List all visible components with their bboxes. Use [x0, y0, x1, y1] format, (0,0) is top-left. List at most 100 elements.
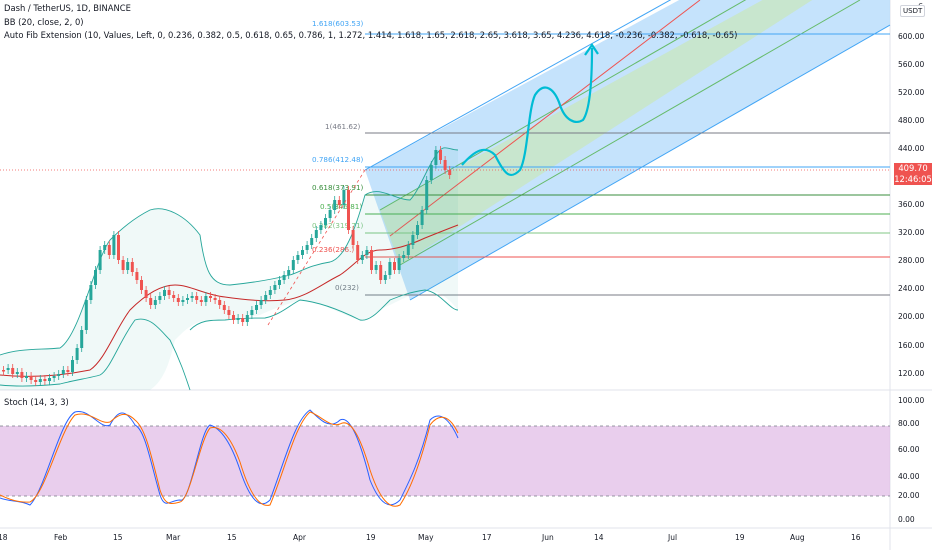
candle-body — [411, 235, 415, 245]
candle-body — [370, 250, 373, 270]
channel-bottom-line — [409, 24, 891, 301]
candle-body — [103, 245, 107, 250]
candle-body — [383, 275, 387, 280]
candle-body — [149, 298, 153, 305]
candle-body — [314, 230, 318, 238]
candle-body — [34, 380, 38, 382]
candle-body — [347, 190, 350, 230]
candle-body — [6, 368, 10, 370]
candle-body — [360, 255, 364, 260]
candlesticks — [2, 146, 452, 386]
time-tick-label: May — [418, 533, 434, 542]
candle-body — [140, 280, 143, 290]
price-tick-label: 120.00 — [898, 369, 925, 378]
candle-body — [356, 245, 360, 260]
candle-body — [25, 376, 28, 378]
candle-body — [282, 275, 286, 280]
stoch-tick-label: 40.00 — [898, 472, 920, 481]
candle-body — [89, 285, 93, 300]
candle-body — [416, 225, 419, 235]
stoch-indicator-label[interactable]: Stoch (14, 3, 3) — [4, 397, 69, 407]
time-tick-label: 14 — [594, 533, 604, 542]
current-price-tag: 409.70 12:46:05 — [894, 163, 932, 185]
candle-body — [227, 310, 231, 315]
price-tick-label: 440.00 — [898, 144, 925, 153]
candle-body — [245, 315, 249, 322]
candle-body — [29, 376, 33, 380]
time-tick-label: 16 — [851, 533, 861, 542]
candle-body — [2, 370, 5, 372]
candle-body — [121, 260, 125, 270]
candle-body — [172, 295, 176, 298]
candle-body — [342, 190, 346, 205]
candle-body — [429, 165, 433, 180]
candle-body — [107, 245, 111, 255]
currency-badge[interactable]: USDT — [900, 5, 926, 17]
candle-body — [365, 250, 369, 255]
price-tick-label: 160.00 — [898, 341, 925, 350]
candle-body — [176, 298, 180, 302]
fib-level-label: 0.382(319.71) — [312, 221, 364, 230]
candle-body — [112, 235, 116, 255]
candle-body — [181, 300, 185, 302]
candle-body — [199, 300, 203, 302]
candle-body — [255, 305, 258, 310]
time-tick-label: 15 — [113, 533, 123, 542]
price-tick-label: 320.00 — [898, 228, 925, 237]
candle-body — [393, 262, 396, 270]
candle-body — [402, 255, 406, 258]
candle-body — [195, 296, 199, 300]
candle-body — [38, 379, 42, 382]
fib-trend-line — [267, 169, 366, 326]
candle-body — [319, 225, 323, 230]
candle-body — [236, 318, 240, 320]
candle-body — [241, 318, 245, 322]
stoch-d-line — [0, 411, 459, 507]
candle-body — [278, 280, 281, 285]
candle-body — [204, 296, 208, 302]
candle-body — [15, 372, 19, 374]
candle-body — [80, 330, 84, 348]
candle-body — [268, 290, 272, 295]
candle-body — [126, 262, 130, 270]
candle-body — [209, 296, 212, 298]
candle-body — [420, 210, 424, 225]
time-tick-label: Aug — [790, 533, 805, 542]
stoch-tick-label: 20.00 — [898, 491, 920, 500]
fib-level-label: 0.786(412.48) — [312, 155, 364, 164]
fib-level-label: 0.5(346.81) — [320, 202, 362, 211]
candle-body — [43, 379, 47, 381]
stoch-tick-label: 0.00 — [898, 515, 915, 524]
candle-body — [11, 368, 15, 374]
bb-indicator-label[interactable]: BB (20, close, 2, 0) — [4, 17, 84, 27]
fib-level-label: 0.236(286.) — [312, 245, 354, 254]
candle-body — [273, 285, 277, 290]
candle-body — [213, 298, 217, 300]
fib-indicator-label[interactable]: Auto Fib Extension (10, Values, Left, 0,… — [4, 30, 738, 40]
candle-body — [94, 270, 97, 285]
candle-body — [305, 245, 309, 250]
time-tick-label: Jul — [668, 533, 678, 542]
time-tick-label: 17 — [482, 533, 492, 542]
time-tick-label: 18 — [0, 533, 8, 542]
time-tick-label: Mar — [166, 533, 181, 542]
price-tick-label: 360.00 — [898, 200, 925, 209]
candle-body — [130, 262, 134, 272]
candle-body — [324, 218, 327, 225]
candle-body — [163, 290, 166, 296]
bb-lower-band — [0, 289, 459, 391]
candle-body — [443, 160, 447, 170]
stoch-tick-label: 100.00 — [898, 396, 925, 405]
candle-body — [337, 200, 341, 205]
candle-body — [328, 210, 332, 218]
candle-body — [264, 295, 268, 300]
fib-level-label: 0.618(373.91) — [312, 183, 364, 192]
candle-body — [48, 378, 51, 381]
symbol-title: Dash / TetherUS, 1D, BINANCE — [4, 3, 131, 13]
channel-median-line — [389, 0, 701, 237]
candle-body — [52, 376, 56, 378]
candle-body — [374, 265, 378, 270]
candle-body — [144, 290, 148, 298]
